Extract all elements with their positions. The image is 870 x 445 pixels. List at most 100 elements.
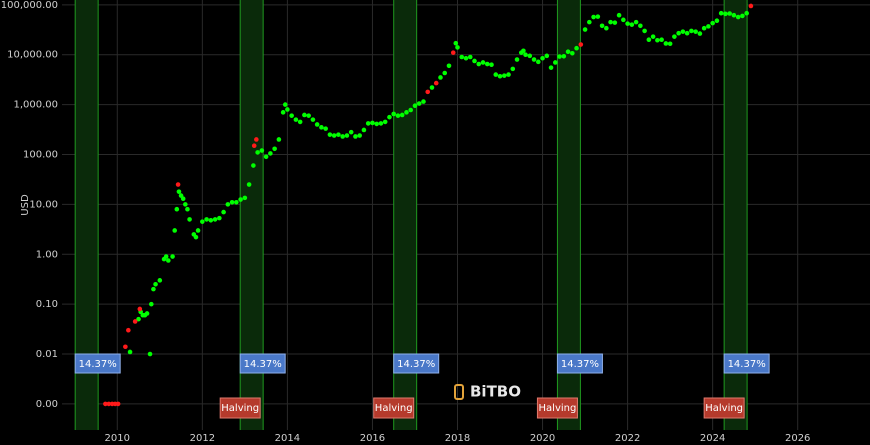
price-point: [467, 54, 473, 60]
price-point: [172, 228, 177, 233]
price-point: [357, 133, 362, 138]
price-point: [472, 58, 477, 64]
price-point: [425, 89, 431, 95]
price-point: [463, 55, 469, 61]
halving-band: [240, 0, 264, 430]
price-point: [433, 80, 439, 86]
y-tick-label: 1.00: [36, 249, 58, 260]
price-point: [137, 306, 143, 312]
price-point: [327, 132, 333, 137]
price-point: [361, 127, 367, 133]
price-point: [608, 19, 613, 25]
price-point: [693, 29, 698, 34]
price-point: [166, 258, 171, 263]
band-label-box: [393, 353, 440, 374]
price-point: [408, 107, 414, 113]
x-tick-label: 2012: [190, 433, 215, 444]
price-point: [185, 206, 190, 212]
price-point: [412, 103, 418, 109]
price-point: [246, 182, 252, 187]
price-point: [697, 31, 703, 36]
price-point: [421, 99, 426, 104]
price-point: [672, 34, 677, 39]
price-point: [289, 113, 294, 118]
price-point: [255, 150, 260, 155]
price-point: [195, 228, 201, 233]
price-point: [446, 63, 452, 69]
price-point: [144, 311, 150, 316]
price-point: [310, 117, 316, 122]
price-point: [497, 73, 503, 79]
price-point: [744, 10, 749, 16]
price-point: [591, 14, 596, 20]
price-point: [531, 57, 537, 62]
price-point: [153, 281, 158, 287]
price-point: [735, 14, 741, 20]
x-tick-label: 2022: [615, 433, 640, 444]
price-point: [302, 112, 307, 118]
price-point: [132, 319, 138, 324]
price-point: [629, 22, 635, 27]
price-point: [204, 217, 209, 222]
y-tick-label: 10.00: [29, 199, 58, 210]
price-point: [175, 182, 181, 187]
price-point: [176, 189, 182, 194]
price-point: [336, 132, 341, 137]
x-tick-label: 2026: [785, 433, 810, 444]
price-point: [680, 29, 686, 34]
x-tick-label: 2016: [360, 433, 385, 444]
y-tick-label: 100.00: [23, 149, 58, 160]
price-point: [187, 217, 192, 222]
price-point: [174, 206, 180, 212]
y-axis-label: USD: [20, 194, 31, 216]
price-point: [450, 50, 456, 55]
price-point: [365, 121, 371, 126]
price-point: [521, 48, 526, 54]
price-point: [663, 41, 669, 46]
y-tick-label: 0.10: [36, 299, 58, 310]
price-point: [633, 19, 639, 25]
price-point: [646, 37, 652, 43]
price-point: [306, 113, 311, 118]
price-point: [297, 119, 303, 125]
price-point: [151, 286, 156, 292]
band-label: 14.37%: [79, 359, 117, 370]
price-point: [217, 215, 222, 221]
price-point: [229, 200, 235, 205]
x-tick-label: 2018: [445, 433, 470, 444]
price-point: [285, 107, 290, 112]
price-point: [701, 25, 707, 31]
price-point: [163, 254, 169, 259]
price-point: [510, 66, 516, 72]
halving-label: Halving: [705, 403, 743, 414]
price-point: [642, 28, 647, 34]
price-point: [183, 202, 188, 207]
price-point: [727, 11, 732, 16]
halving-box: [536, 397, 578, 419]
y-tick-label: 1,000.00: [13, 100, 58, 111]
price-point: [667, 41, 673, 47]
price-point: [438, 75, 443, 80]
price-point: [157, 278, 163, 283]
price-point: [514, 57, 520, 62]
halving-label: Halving: [375, 403, 413, 414]
price-point: [535, 59, 541, 65]
price-point: [548, 65, 554, 70]
y-tick-label: 0.00: [36, 399, 58, 410]
price-point: [616, 12, 622, 18]
band-label-box: [74, 353, 121, 374]
price-point: [208, 217, 214, 223]
price-point: [280, 110, 286, 115]
x-tick-label: 2010: [105, 433, 130, 444]
price-point: [399, 112, 405, 118]
x-tick-label: 2024: [700, 433, 725, 444]
price-point: [527, 53, 533, 59]
price-point: [442, 70, 448, 76]
price-point: [276, 137, 282, 142]
halving-band: [75, 0, 99, 430]
price-point: [272, 146, 277, 152]
x-tick-label: 2020: [530, 433, 555, 444]
price-point: [655, 37, 660, 43]
price-point: [604, 25, 609, 31]
price-point: [259, 148, 265, 153]
